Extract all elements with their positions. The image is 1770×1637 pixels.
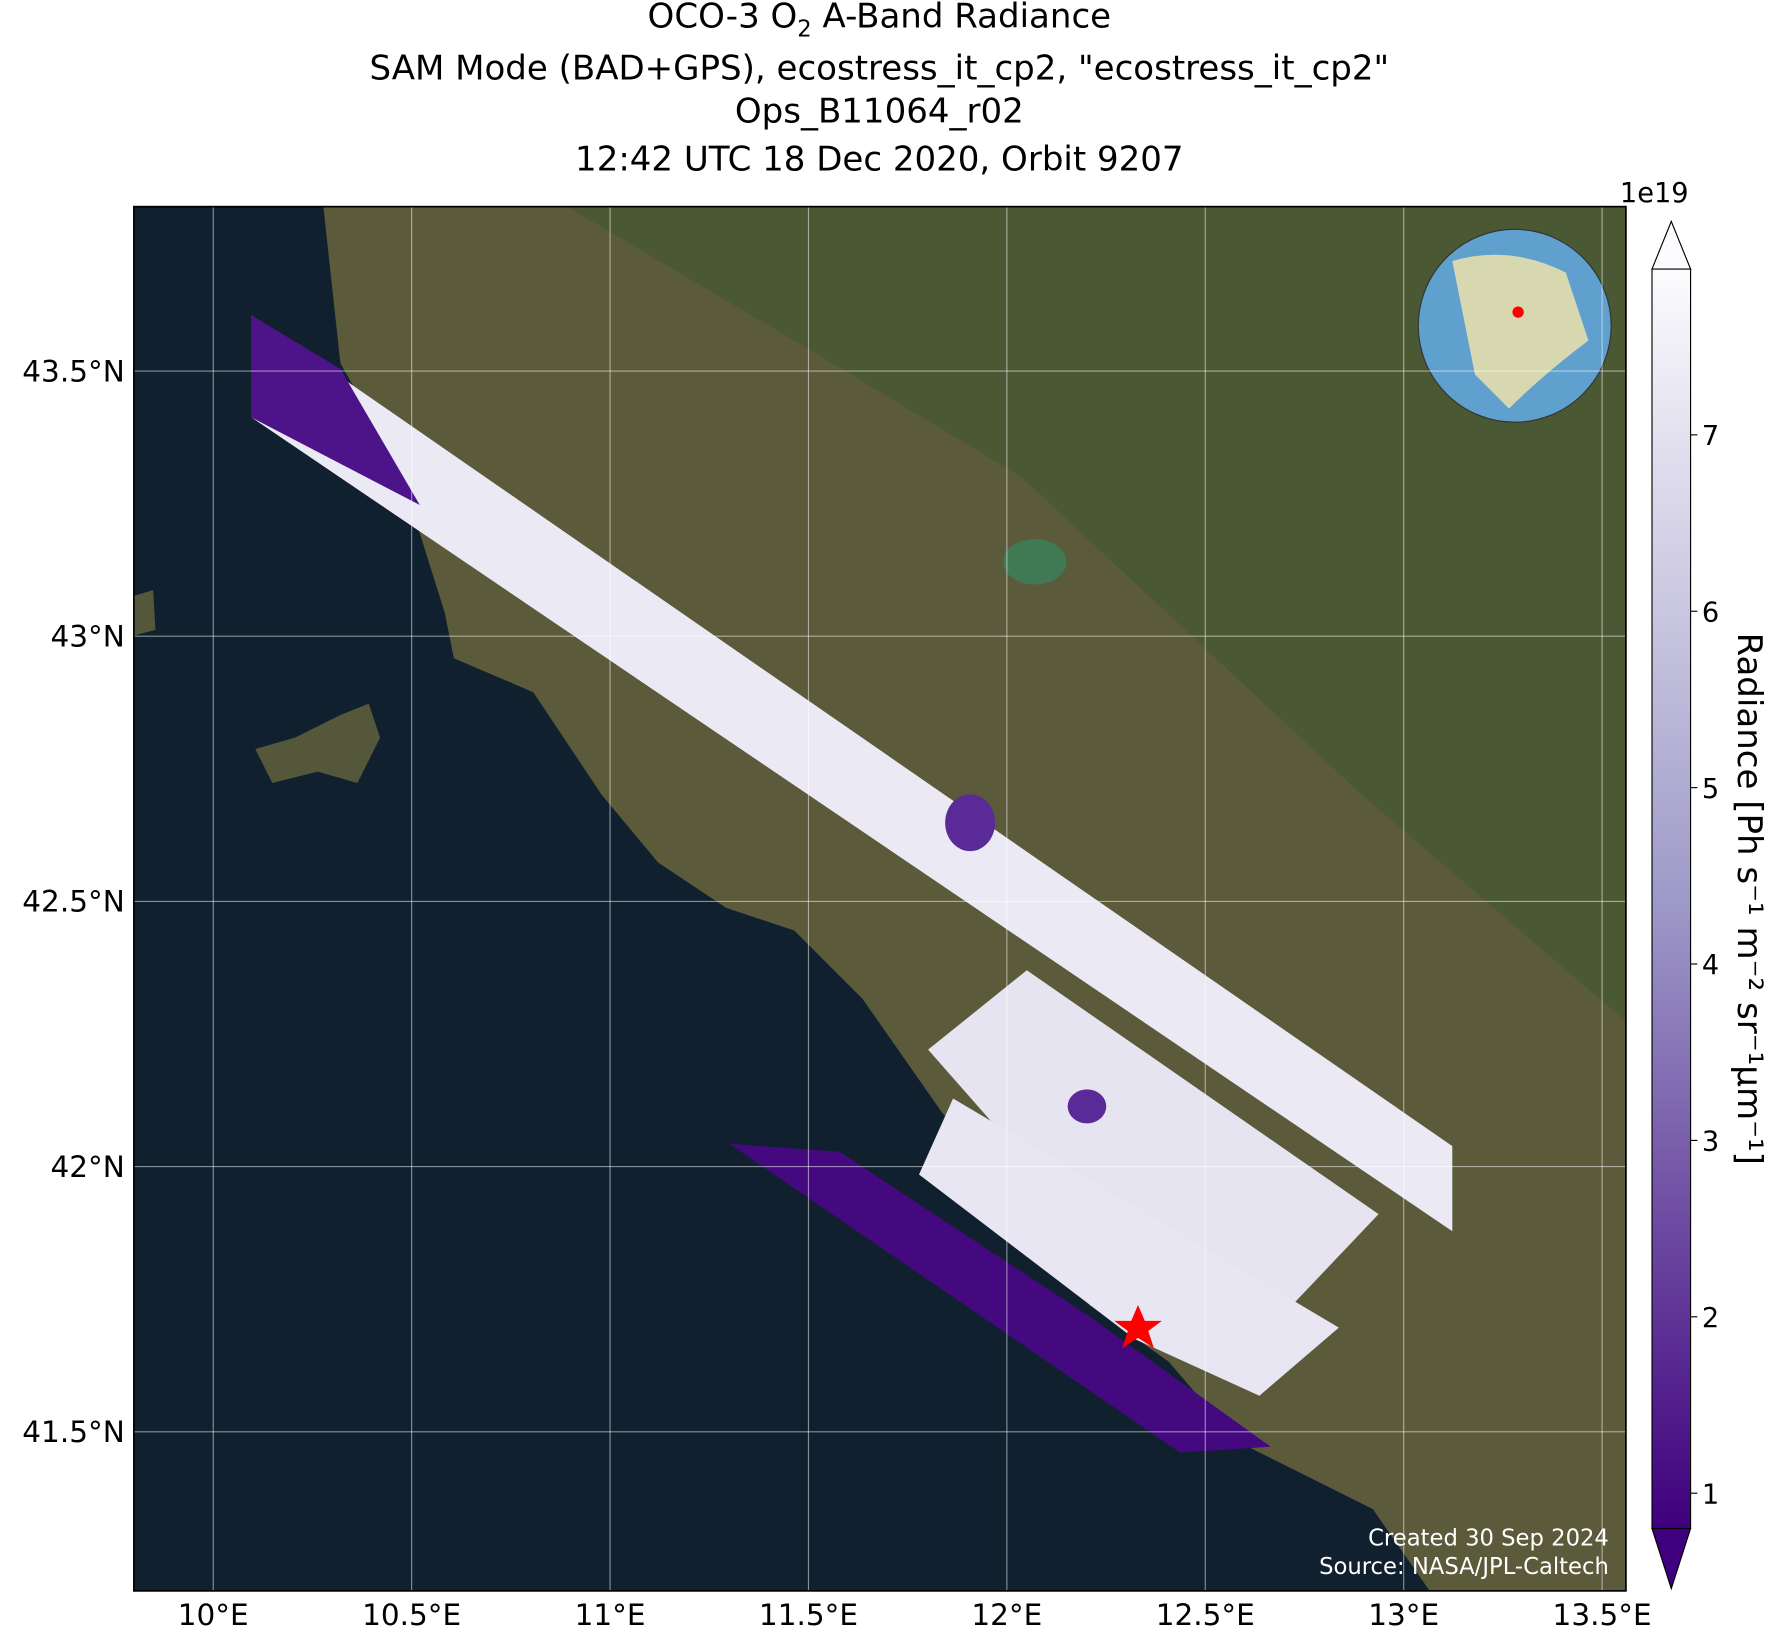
land-shade [567,206,1626,1022]
x-tick-label: 11°E [575,1598,646,1632]
x-tick-label: 12.5°E [1156,1598,1255,1632]
colorbar-extend [1651,219,1692,270]
title-line4: 12:42 UTC 18 Dec 2020, Orbit 9207 [575,139,1184,179]
title-line3: Ops_B11064_r02 [735,92,1024,132]
swath-spot [1067,1089,1107,1124]
y-tick-label: 43°N [50,619,124,653]
x-tick-label: 13°E [1368,1598,1439,1632]
swath [251,315,1453,1232]
colorbar-label: Radiance [Ph s⁻¹ m⁻² sr⁻¹μm⁻¹] [1729,633,1769,1165]
target-star [1114,1304,1162,1349]
y-tick-label: 43.5°N [22,354,125,388]
map: Created 30 Sep 2024 Source: NASA/JPL-Cal… [133,206,1626,1591]
x-tick-label: 10°E [178,1598,249,1632]
colorbar-exponent: 1e19 [1620,178,1689,209]
credit-source: Source: NASA/JPL-Caltech [1319,1554,1609,1580]
x-tick-label: 12°E [971,1598,1042,1632]
map-frame [133,205,1627,1592]
colorbar-tick-label: 2 [1702,1303,1719,1334]
colorbar-tick-label: 6 [1702,597,1719,628]
swath-spot [945,794,996,852]
island [255,703,381,784]
title-line2: SAM Mode (BAD+GPS), ecostress_it_cp2, "e… [369,49,1389,89]
colorbar-tick-label: 3 [1702,1127,1719,1158]
globe-land [1452,254,1589,409]
x-tick-label: 13.5°E [1553,1598,1652,1632]
x-tick-label: 11.5°E [759,1598,858,1632]
title-line1: OCO-3 O2 A-Band Radiance [648,0,1112,42]
title-sub: 2 [797,16,811,42]
title-text: A-Band Radiance [812,0,1111,36]
colorbar-tick-label: 4 [1702,950,1719,981]
colorbar-tick-label: 7 [1702,421,1719,452]
colorbar: 1 2 3 4 5 6 7 1e19 Radiance [Ph s⁻¹ m⁻² sr⁻¹μm⁻¹… [1620,178,1769,1591]
swath [919,1098,1339,1396]
colorbar-tick-label: 5 [1702,774,1719,805]
title-text: OCO-3 O [648,0,798,36]
grid [133,206,1626,1591]
lake [1003,539,1067,585]
credit-created: Created 30 Sep 2024 [1368,1525,1609,1551]
swath [928,970,1379,1362]
colorbar-tick-label: 1 [1702,1479,1719,1510]
globe-marker [1512,306,1524,318]
y-tick-label: 42.5°N [22,885,125,919]
swath-dark [729,1143,1271,1453]
colorbar-extend [1651,1527,1692,1591]
y-tick-label: 42°N [50,1150,124,1184]
colorbar-bar [1651,268,1692,1530]
swath-dark [251,315,420,506]
y-tick-label: 41.5°N [22,1415,125,1449]
x-tick-label: 10.5°E [362,1598,461,1632]
island [133,590,156,636]
